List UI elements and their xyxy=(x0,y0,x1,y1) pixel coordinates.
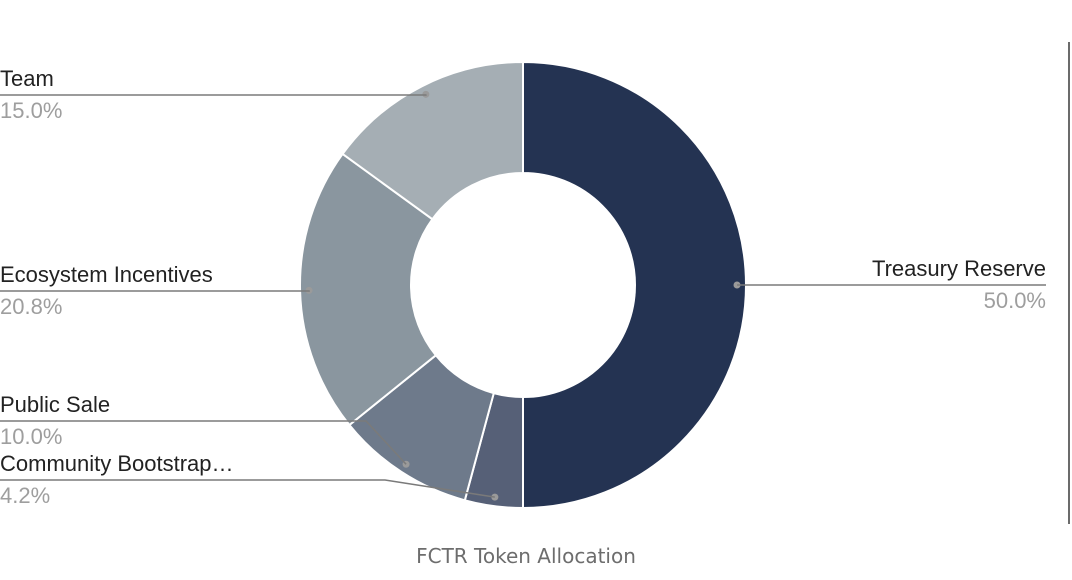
value-ecosystem-incentives: 20.8% xyxy=(0,294,62,319)
value-community-bootstrap: 4.2% xyxy=(0,483,50,508)
slice-team[interactable] xyxy=(341,60,524,221)
chart-caption: FCTR Token Allocation xyxy=(416,544,636,568)
donut-chart: Treasury Reserve 50.0% Community Bootstrap… xyxy=(0,60,1046,510)
label-community-bootstrap: Community Bootstrap… xyxy=(0,451,234,476)
slice-ecosystem-incentives[interactable] xyxy=(299,152,438,427)
leader-line-public-sale xyxy=(0,420,407,465)
labels-group: Treasury Reserve 50.0% Community Bootstrap… xyxy=(0,66,1046,508)
slice-treasury-reserve[interactable] xyxy=(522,60,747,510)
label-team: Team xyxy=(0,66,54,91)
leader-line-ecosystem-incentives xyxy=(0,290,310,292)
label-public-sale: Public Sale xyxy=(0,392,110,417)
panel-divider xyxy=(1068,42,1070,524)
label-ecosystem-incentives: Ecosystem Incentives xyxy=(0,262,213,287)
label-treasury-reserve: Treasury Reserve xyxy=(872,256,1046,281)
value-treasury-reserve: 50.0% xyxy=(984,288,1046,313)
value-public-sale: 10.0% xyxy=(0,424,62,449)
slices-group xyxy=(299,60,747,510)
value-team: 15.0% xyxy=(0,98,62,123)
leader-line-community-bootstrap xyxy=(0,479,495,498)
leader-line-team xyxy=(0,94,427,96)
